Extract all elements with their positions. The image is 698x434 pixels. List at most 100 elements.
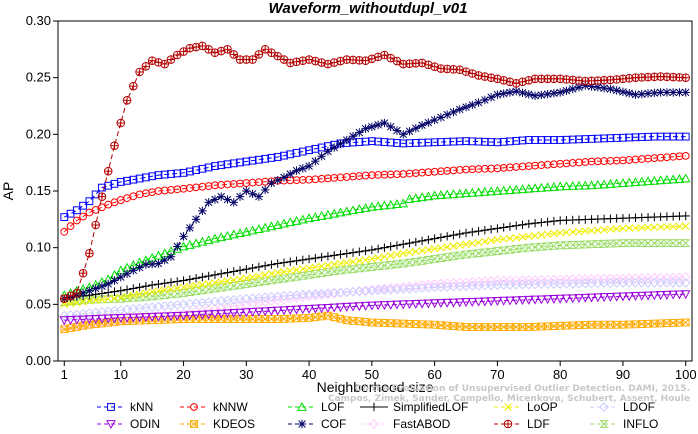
data-point-inflo [222, 282, 233, 291]
data-point-kdeos [380, 319, 389, 327]
data-point-odin [84, 315, 95, 325]
data-point-simplifiedlof [468, 227, 477, 237]
data-point-odin [115, 314, 126, 323]
data-point-inflo [323, 268, 333, 277]
data-point-loop [230, 276, 238, 284]
data-point-simplifiedlof [361, 246, 370, 256]
data-point-cof [304, 161, 314, 171]
data-point-simplifiedlof [160, 279, 169, 288]
data-point-cof [392, 126, 402, 135]
data-point-simplifiedlof [411, 237, 421, 247]
series-kdeos [60, 311, 690, 334]
data-point-knnw [66, 222, 75, 231]
data-point-lof [480, 186, 490, 196]
data-point-knn [116, 178, 125, 186]
data-point-odin [122, 313, 132, 323]
data-point-odin [103, 314, 114, 324]
data-point-odin [605, 292, 616, 302]
data-point-lof [316, 210, 327, 220]
data-point-loop [66, 299, 75, 308]
data-point-loop [186, 282, 194, 291]
data-point-knn [399, 139, 408, 148]
y-tick-label: 0.10 [26, 240, 51, 255]
data-point-odin [178, 311, 189, 321]
data-point-knn [575, 135, 583, 144]
data-point-cof [568, 84, 577, 94]
data-point-simplifiedlof [430, 234, 439, 243]
data-point-kdeos [537, 322, 546, 331]
data-point-kdeos [361, 318, 370, 326]
chart-title: Waveform_withoutdupl_v01 [269, 0, 468, 17]
data-point-ldf [116, 118, 126, 128]
data-point-odin [184, 311, 195, 321]
data-point-knn [273, 153, 282, 161]
data-point-kdeos [405, 319, 414, 328]
data-point-knnw [330, 173, 339, 182]
data-point-knnw [261, 177, 270, 186]
data-point-lof [655, 175, 666, 185]
data-point-cof [292, 166, 301, 175]
data-point-loop [104, 295, 112, 303]
data-point-lof [498, 185, 509, 195]
data-point-inflo [392, 260, 402, 269]
data-point-knn [512, 137, 521, 145]
data-point-lof [662, 174, 672, 184]
data-point-knnw [625, 156, 634, 164]
data-point-knn [141, 173, 150, 182]
data-point-loop [669, 222, 677, 231]
data-point-loop [644, 223, 652, 232]
data-point-simplifiedlof [386, 242, 395, 251]
data-point-cof [248, 189, 257, 199]
data-point-odin [423, 299, 434, 309]
data-point-knn [474, 137, 483, 146]
data-point-knnw [480, 164, 489, 173]
data-point-knnw [248, 178, 257, 187]
data-point-lof [511, 184, 522, 194]
data-point-inflo [580, 240, 590, 249]
data-point-knnw [349, 172, 357, 181]
data-point-simplifiedlof [97, 289, 107, 298]
data-point-knn [462, 137, 470, 146]
data-point-kdeos [349, 316, 357, 325]
data-point-kdeos [562, 321, 571, 330]
data-point-knn [236, 158, 244, 167]
legend-item-inflo: INFLO [590, 417, 658, 431]
data-point-loop [286, 267, 295, 275]
data-point-ldf [129, 81, 138, 91]
data-point-cof [210, 195, 220, 204]
data-point-loop [405, 248, 414, 257]
data-point-odin [385, 300, 396, 310]
data-point-knnw [568, 158, 577, 167]
data-point-loop [455, 241, 464, 249]
data-point-kdeos [311, 313, 320, 322]
legend-marker [369, 419, 379, 429]
data-point-inflo [417, 256, 427, 265]
data-point-odin [567, 294, 578, 304]
data-point-knnw [462, 165, 470, 174]
data-point-loop [91, 296, 100, 305]
data-point-knnw [562, 159, 571, 168]
data-point-inflo [254, 278, 264, 287]
y-tick-label: 0.30 [26, 13, 51, 28]
legend-label: kNNW [213, 400, 248, 414]
data-point-loop [167, 285, 175, 293]
data-point-inflo [335, 266, 346, 275]
data-point-cof [317, 152, 326, 161]
data-point-simplifiedlof [681, 211, 690, 221]
data-point-lof [184, 239, 195, 249]
data-point-cof [361, 124, 370, 133]
data-point-knn [317, 143, 326, 152]
data-point-inflo [473, 249, 484, 258]
data-point-knn [380, 138, 389, 146]
data-point-odin [530, 295, 540, 305]
data-point-kdeos [474, 323, 483, 331]
data-point-knnw [644, 154, 652, 163]
data-point-ldf [166, 55, 176, 64]
data-point-loop [681, 222, 690, 230]
data-point-ldf [474, 71, 483, 80]
data-point-inflo [467, 249, 477, 258]
data-point-cof [599, 83, 609, 93]
data-point-knnw [336, 173, 345, 182]
legend-label: LoOP [527, 400, 558, 414]
data-point-kdeos [292, 314, 301, 323]
